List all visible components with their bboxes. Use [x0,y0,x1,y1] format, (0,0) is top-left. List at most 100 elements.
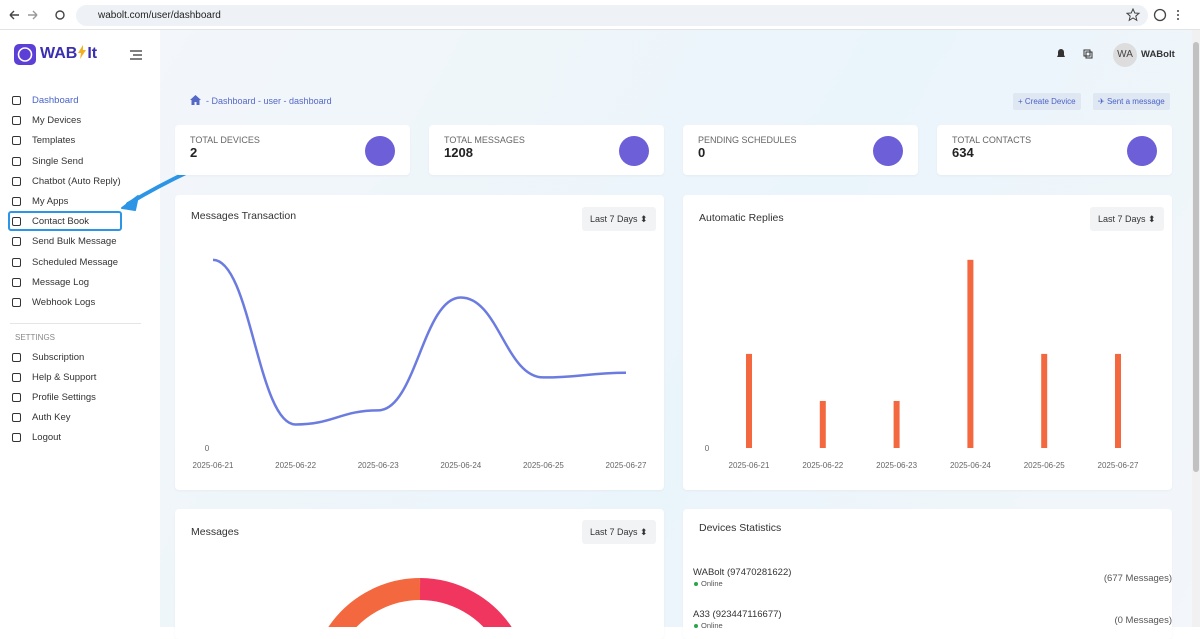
stat-value: 0 [698,145,706,160]
stat-icon [365,136,395,166]
address-bar[interactable]: wabolt.com/user/dashboard [76,5,1148,26]
button-label[interactable]: Sent a message [1106,97,1165,106]
y-tick-label: 0 [705,444,710,453]
nav-item[interactable]: Send Bulk Message [32,236,117,248]
nav-item[interactable]: Webhook Logs [32,297,96,308]
nav-icon [12,217,21,227]
stat-icon [1127,136,1157,166]
nav-icon [12,433,21,442]
crumb[interactable]: dashboard [289,96,332,106]
crumb[interactable]: user [263,96,282,106]
crumb[interactable]: Dashboard [211,96,256,106]
send-message-button[interactable]: ✈ Sent a message [1093,93,1170,110]
bar [893,400,900,448]
nav-buttons [9,10,65,20]
devices-card: Devices Statistics WABolt (97470281622) O… [683,509,1172,639]
nav-item[interactable]: Scheduled Message [32,256,119,268]
stat-card: TOTAL DEVICES 2 [175,125,410,175]
messages-card: Messages Last 7 Days ⬍ [175,509,664,639]
x-tick-label: 2025-06-23 [358,461,399,470]
x-tick-label: 2025-06-27 [1098,461,1139,470]
device-name: WABolt (97470281622) [693,567,792,578]
nav-item[interactable]: Templates [32,135,76,147]
avatar[interactable]: WA [1113,43,1137,67]
nav-item[interactable]: Auth Key [32,412,71,423]
bar [746,353,752,448]
filter[interactable]: Last 7 Days ⬍ [582,520,656,544]
nav-icon [12,353,21,362]
bar [1115,353,1121,448]
filter-label[interactable]: Last 7 Days [590,527,638,537]
device-status: Online [701,579,723,588]
nav-item[interactable]: Single Send [32,155,84,167]
nav-item[interactable]: Message Log [32,276,90,288]
header-icons[interactable] [1054,47,1094,61]
nav-item[interactable]: Help & Support [32,372,97,383]
nav-icon [12,156,21,166]
create-device-button[interactable]: + Create Device [1013,93,1081,110]
line [212,258,627,426]
nav-icon [12,136,21,146]
x-tick-label: 2025-06-24 [440,461,481,470]
button-label[interactable]: Create Device [1024,97,1076,106]
card-title: Devices Statistics [699,522,782,534]
device-count: (0 Messages) [1114,615,1172,626]
nav-icon [12,257,21,267]
nav-item[interactable]: Dashboard [32,95,79,106]
filter[interactable]: Last 7 Days ⬍ [1090,207,1164,231]
x-tick-label: 2025-06-22 [802,461,843,470]
nav-icon [12,96,21,105]
breadcrumb: - Dashboard - user - dashboard [206,96,332,106]
nav-item[interactable]: My Devices [32,115,82,127]
device-status: Online [701,621,723,630]
nav-icon [12,298,21,307]
nav-icon [12,277,21,287]
sidebar [0,30,160,627]
nav-icon [12,393,21,402]
highlight-box [8,211,122,231]
nav-icon [12,176,21,186]
x-tick-label: 2025-06-25 [523,461,564,470]
stat-label: PENDING SCHEDULES [698,135,797,145]
bolt [78,45,87,59]
x-tick-label: 2025-06-27 [606,461,647,470]
section-title: SETTINGS [15,333,56,342]
scrollbar[interactable] [1192,30,1200,627]
stat-value: 1208 [444,145,473,160]
stat-icon [873,136,903,166]
stat-value: 2 [190,145,198,160]
chart: 0 2025-06-21 2025-06-22 2025-06-23 2025-06-2… [193,258,647,470]
stat-label: TOTAL CONTACTS [952,135,1032,145]
nav-item[interactable]: Contact Book [32,216,90,228]
x-tick-label: 2025-06-25 [1024,461,1065,470]
x-tick-label: 2025-06-22 [275,461,316,470]
home-icon[interactable] [190,95,201,105]
menu-toggle[interactable] [130,50,142,60]
status-dot [694,624,698,628]
chart-title: Automatic Replies [699,212,784,224]
x-tick-label: 2025-06-21 [729,461,770,470]
user-name[interactable]: WABolt [1141,49,1175,60]
brand-text: It [87,45,98,62]
bar [819,400,826,448]
stat-label: TOTAL MESSAGES [444,135,525,145]
status-dot [694,582,698,586]
nav-item[interactable]: Subscription [32,352,85,363]
filter-label[interactable]: Last 7 Days [590,214,638,224]
device-count: (677 Messages) [1103,573,1172,584]
nav-icon [12,197,21,206]
nav-item[interactable]: Chatbot (Auto Reply) [32,175,121,187]
chart: 0 2025-06-21 2025-06-22 2025-06-23 2025-06-2… [705,259,1139,470]
nav-item[interactable]: My Apps [32,196,69,207]
filter[interactable]: Last 7 Days ⬍ [582,207,656,231]
nav-icon [12,373,21,382]
stat-icon [619,136,649,166]
nav-item[interactable]: Profile Settings [32,392,96,403]
chart-title: Messages Transaction [191,210,297,222]
bar [1041,353,1048,448]
filter-label[interactable]: Last 7 Days [1098,214,1146,224]
donut [328,578,512,627]
nav-item[interactable]: Logout [32,432,62,443]
device-name: A33 (923447116677) [693,609,782,620]
